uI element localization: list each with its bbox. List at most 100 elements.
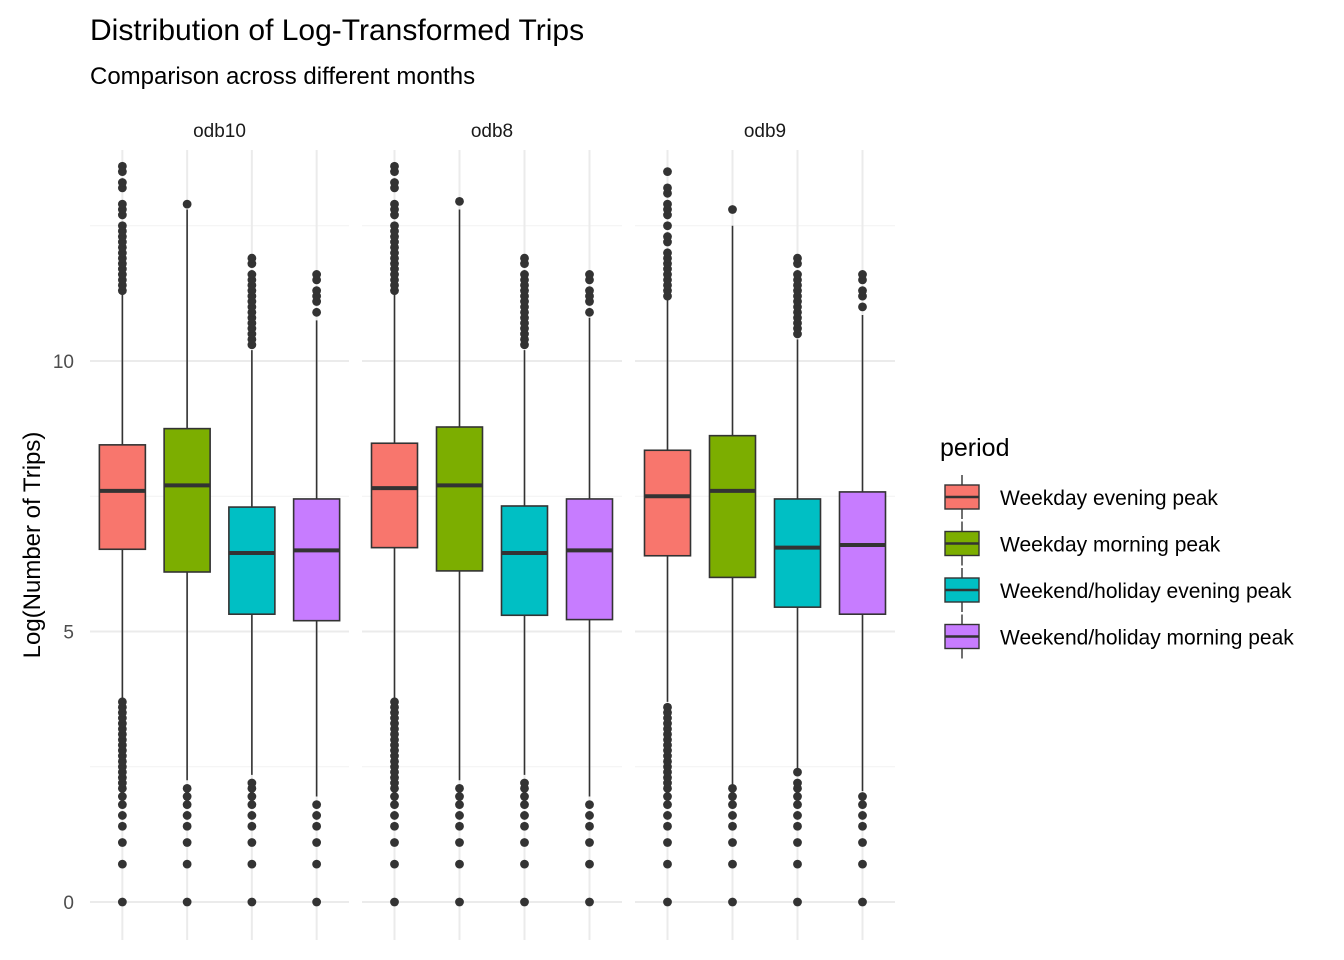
iqr-box xyxy=(292,498,341,622)
box-weekend-holiday-morning-peak xyxy=(838,270,887,907)
box-weekday-evening-peak xyxy=(370,161,419,907)
legend-title: period xyxy=(940,434,1010,462)
outlier-point xyxy=(182,821,192,831)
outlier-point xyxy=(520,897,529,907)
iqr-box xyxy=(163,427,211,573)
outlier-point xyxy=(117,792,127,801)
outlier-point xyxy=(182,811,192,820)
outlier-point xyxy=(793,811,802,820)
outlier-point xyxy=(117,178,127,187)
outlier-point xyxy=(728,897,737,907)
facet-odb9: odb9 xyxy=(643,121,887,907)
outlier-point xyxy=(117,838,127,847)
outlier-point xyxy=(312,821,322,831)
outlier-point xyxy=(858,302,867,312)
y-tick-label: 5 xyxy=(63,623,74,644)
outlier-point xyxy=(117,221,127,231)
facet-strip-label: odb9 xyxy=(744,121,786,142)
chart-title: Distribution of Log-Transformed Trips xyxy=(90,14,584,47)
outlier-point xyxy=(390,199,399,209)
outlier-point xyxy=(663,248,672,258)
outlier-point xyxy=(728,783,737,793)
outlier-point xyxy=(728,811,737,820)
outlier-point xyxy=(247,253,257,263)
outlier-point xyxy=(663,811,672,820)
outlier-point xyxy=(390,821,399,831)
outlier-point xyxy=(117,897,127,907)
outlier-point xyxy=(520,792,529,801)
outlier-point xyxy=(585,307,594,317)
outlier-point xyxy=(520,811,529,820)
box-weekend-holiday-evening-peak xyxy=(773,253,822,907)
outlier-point xyxy=(312,859,322,869)
legend-key-weekday-evening-peak xyxy=(944,475,980,519)
outlier-point xyxy=(728,800,737,810)
outlier-point xyxy=(793,897,802,907)
outlier-point xyxy=(312,897,322,907)
outlier-point xyxy=(858,270,867,279)
facet-panels: odb10 odb8 odb9 xyxy=(98,121,887,907)
outlier-point xyxy=(728,821,737,831)
outlier-point xyxy=(455,800,464,810)
outlier-point xyxy=(182,783,192,793)
iqr-box xyxy=(98,444,147,551)
outlier-point xyxy=(793,767,802,777)
iqr-box xyxy=(773,498,822,608)
outlier-point xyxy=(663,221,672,231)
outlier-point xyxy=(455,197,464,206)
outlier-point xyxy=(312,811,322,820)
outlier-point xyxy=(520,270,529,279)
y-axis-ticks: 0 5 10 xyxy=(53,352,74,914)
outlier-point xyxy=(117,821,127,831)
outlier-point xyxy=(728,205,737,214)
outlier-point xyxy=(793,778,802,788)
outlier-point xyxy=(858,897,867,907)
legend-label: Weekend/holiday morning peak xyxy=(1000,627,1294,650)
outlier-point xyxy=(858,286,867,296)
outlier-point xyxy=(312,800,322,810)
facet-strip-label: odb10 xyxy=(193,121,246,142)
outlier-point xyxy=(793,859,802,869)
outlier-point xyxy=(247,811,257,820)
y-tick-label: 0 xyxy=(63,893,74,914)
iqr-box xyxy=(435,426,484,572)
outlier-point xyxy=(793,792,802,801)
outlier-point xyxy=(455,783,464,793)
box-weekday-morning-peak xyxy=(163,199,211,907)
iqr-box xyxy=(565,498,614,621)
outlier-point xyxy=(117,811,127,820)
outlier-point xyxy=(247,792,257,801)
outlier-point xyxy=(663,183,672,193)
outlier-point xyxy=(182,800,192,810)
outlier-point xyxy=(858,800,867,810)
outlier-point xyxy=(585,897,594,907)
legend-key-weekday-morning-peak xyxy=(944,521,980,566)
outlier-point xyxy=(312,270,322,279)
iqr-box xyxy=(370,442,419,549)
iqr-box xyxy=(500,505,549,617)
outlier-point xyxy=(585,270,594,279)
outlier-point xyxy=(663,800,672,810)
outlier-point xyxy=(117,859,127,869)
outlier-point xyxy=(585,811,594,820)
outlier-point xyxy=(247,800,257,810)
outlier-point xyxy=(663,792,672,801)
outlier-point xyxy=(793,821,802,831)
legend-key-weekend-holiday-morning-peak xyxy=(944,614,980,659)
outlier-point xyxy=(312,838,322,847)
chart-subtitle: Comparison across different months xyxy=(90,63,475,90)
outlier-point xyxy=(117,161,127,171)
outlier-point xyxy=(793,253,802,263)
outlier-point xyxy=(390,811,399,820)
outlier-point xyxy=(455,811,464,820)
outlier-point xyxy=(182,838,192,847)
outlier-point xyxy=(390,792,399,801)
outlier-point xyxy=(858,859,867,869)
outlier-point xyxy=(312,307,322,317)
outlier-point xyxy=(390,178,399,187)
outlier-point xyxy=(585,838,594,847)
outlier-point xyxy=(663,897,672,907)
outlier-point xyxy=(793,800,802,810)
box-weekday-morning-peak xyxy=(435,197,484,907)
